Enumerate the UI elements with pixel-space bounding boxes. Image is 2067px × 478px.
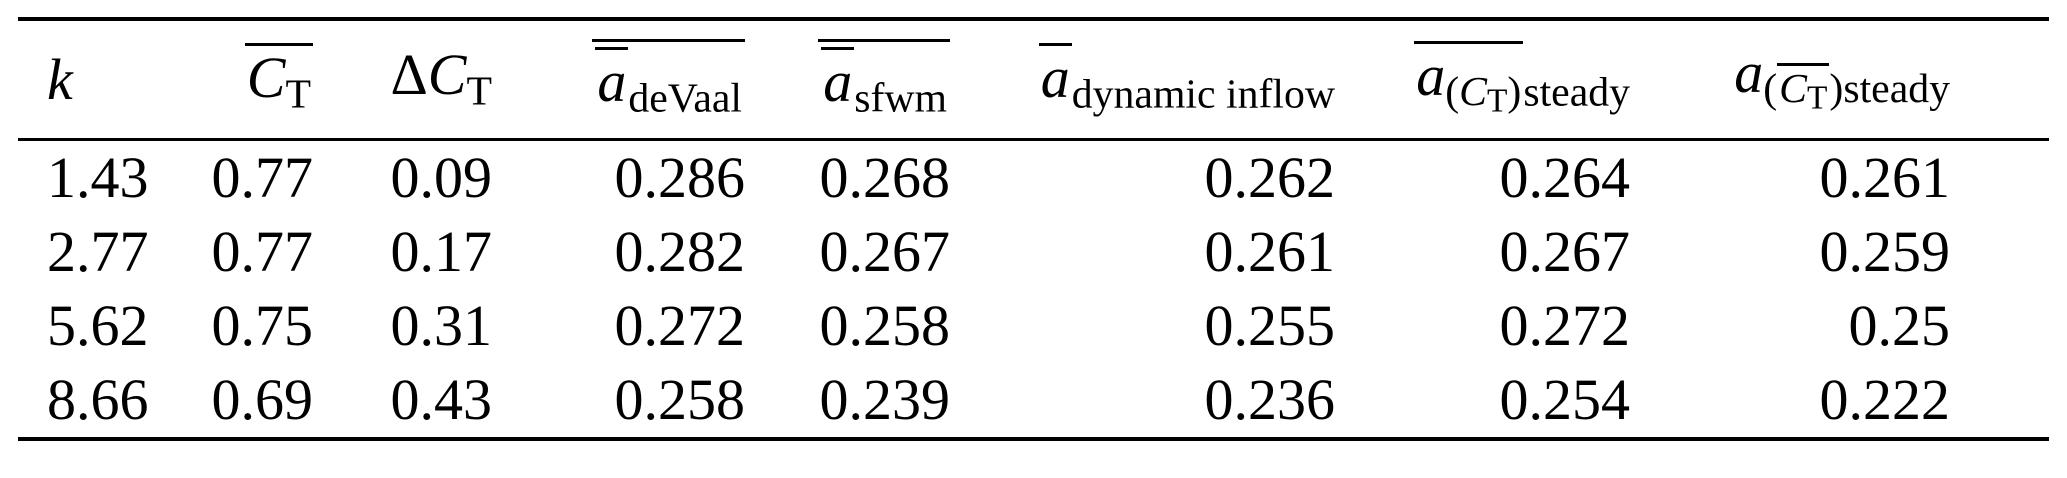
math-sub-t: T <box>285 71 311 118</box>
math-var-a: a <box>1734 39 1764 105</box>
header-row: k CT ΔCT adeVaal asfwm adynamic inflow a… <box>18 19 2049 141</box>
results-table: k CT ΔCT adeVaal asfwm adynamic inflow a… <box>18 17 2049 441</box>
header-cell-a-ctmean-steady: a(CT)steady <box>1630 19 2049 141</box>
table-cell: 1.43 <box>47 145 149 210</box>
header-cell-delta-ct: ΔCT <box>313 19 492 141</box>
table-cell: 0.258 <box>614 367 746 432</box>
table-cell: 0.272 <box>614 293 746 358</box>
math-sub-t: T <box>466 68 492 115</box>
table-cell: 0.262 <box>1204 145 1336 210</box>
math-sub-group: (CT) <box>1445 69 1522 118</box>
table-cell: 0.69 <box>211 367 314 432</box>
paren-close: ) <box>1507 69 1522 116</box>
paren-open: ( <box>1445 69 1460 116</box>
table-cell: 0.77 <box>211 219 314 284</box>
table-cell: 0.75 <box>211 293 314 358</box>
inner-overline: a <box>595 46 629 114</box>
math-var-c: C <box>246 44 286 110</box>
table-cell: 0.268 <box>819 145 951 210</box>
table-cell: 0.272 <box>1499 293 1631 358</box>
table-cell: 0.258 <box>819 293 951 358</box>
table-cell: 5.62 <box>47 293 149 358</box>
inner-overline: a <box>821 46 855 114</box>
math-var-a: a <box>597 48 627 114</box>
paren-open: ( <box>1763 66 1778 113</box>
table-cell: 0.267 <box>819 219 951 284</box>
table-row: 1.43 0.77 0.09 0.286 0.268 0.262 0.264 0… <box>18 140 2049 216</box>
table-cell: 0.77 <box>211 145 314 210</box>
table-cell: 0.222 <box>1819 367 1951 432</box>
math-delta: Δ <box>390 41 428 107</box>
table-body: 1.43 0.77 0.09 0.286 0.268 0.262 0.264 0… <box>18 140 2049 440</box>
table-cell: 0.09 <box>390 145 493 210</box>
overline: a(CT) <box>1414 40 1524 119</box>
outer-overline: asfwm <box>818 38 950 122</box>
overline: a <box>1038 42 1072 110</box>
header-cell-a-sfwm: asfwm <box>745 19 950 141</box>
math-var-a: a <box>1040 44 1070 110</box>
header-cell-a-devaal: adeVaal <box>492 19 745 141</box>
table-row: 5.62 0.75 0.31 0.272 0.258 0.255 0.272 0… <box>18 289 2049 363</box>
math-sub-dynamic-inflow: dynamic inflow <box>1071 71 1335 118</box>
table-cell: 0.239 <box>819 367 951 432</box>
math-var-k: k <box>47 46 73 112</box>
header-cell-a-ct-steady-mean: a(CT)steady <box>1335 19 1630 141</box>
math-sub-steady: steady <box>1523 69 1630 116</box>
math-sub-steady: steady <box>1843 66 1950 113</box>
table-cell: 0.25 <box>1848 293 1951 358</box>
math-var-c: C <box>1779 66 1808 113</box>
table-cell: 0.255 <box>1204 293 1336 358</box>
table-cell: 0.261 <box>1204 219 1336 284</box>
table-cell: 0.261 <box>1819 145 1951 210</box>
header-cell-ct-mean: CT <box>158 19 313 141</box>
math-var-c: C <box>427 41 467 107</box>
math-var-a: a <box>823 48 853 114</box>
table-cell: 0.267 <box>1499 219 1631 284</box>
math-sub-sfwm: sfwm <box>854 75 947 122</box>
math-sub-group: (CT)steady <box>1763 63 1950 117</box>
table-cell: 0.259 <box>1819 219 1951 284</box>
table-cell: 0.43 <box>390 367 493 432</box>
table-cell: 0.236 <box>1204 367 1336 432</box>
math-subsub-t: T <box>1487 82 1508 120</box>
paren-close: ) <box>1829 66 1844 113</box>
table-cell: 0.31 <box>390 293 493 358</box>
table-cell: 0.286 <box>614 145 746 210</box>
math-var-c: C <box>1459 69 1488 116</box>
overline: CT <box>1777 63 1830 117</box>
math-sub-devaal: deVaal <box>628 75 742 122</box>
table-cell: 0.282 <box>614 219 746 284</box>
table-cell: 8.66 <box>47 367 149 432</box>
overline: CT <box>244 42 313 118</box>
header-cell-k: k <box>18 19 158 141</box>
outer-overline: adeVaal <box>592 38 745 122</box>
table-row: 2.77 0.77 0.17 0.282 0.267 0.261 0.267 0… <box>18 215 2049 289</box>
table-cell: 2.77 <box>47 219 149 284</box>
header-cell-a-dynamic-inflow: adynamic inflow <box>950 19 1335 141</box>
table-row: 8.66 0.69 0.43 0.258 0.239 0.236 0.254 0… <box>18 363 2049 439</box>
table-header: k CT ΔCT adeVaal asfwm adynamic inflow a… <box>18 19 2049 141</box>
table-cell: 0.254 <box>1499 367 1631 432</box>
math-subsub-t: T <box>1807 79 1828 117</box>
table-cell: 0.17 <box>390 219 493 284</box>
table-cell: 0.264 <box>1499 145 1631 210</box>
math-var-a: a <box>1416 42 1446 108</box>
